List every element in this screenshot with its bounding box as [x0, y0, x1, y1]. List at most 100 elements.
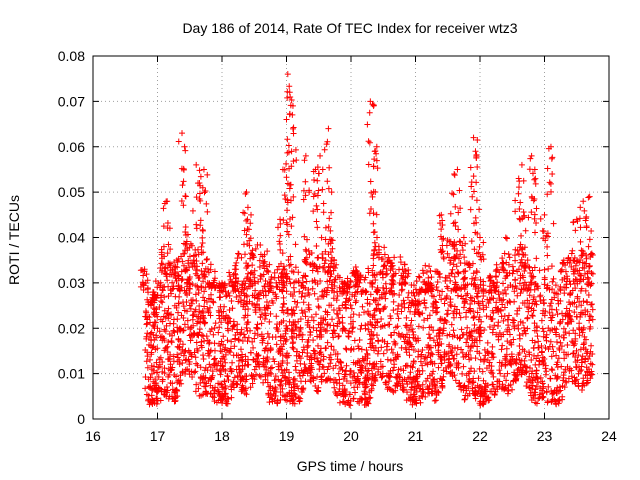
data-point	[225, 396, 232, 403]
data-point	[321, 146, 328, 153]
data-point	[586, 236, 593, 243]
data-point	[211, 390, 218, 397]
data-point	[276, 381, 283, 388]
data-point	[293, 157, 300, 164]
data-point	[263, 304, 270, 311]
data-point	[530, 344, 537, 351]
data-point	[544, 252, 551, 259]
data-point	[303, 278, 310, 285]
data-point	[576, 320, 583, 327]
data-point	[242, 358, 249, 365]
data-point	[208, 291, 215, 298]
data-point	[241, 251, 248, 258]
data-point	[572, 227, 579, 234]
data-point	[565, 375, 572, 382]
data-point	[439, 383, 446, 390]
data-point	[562, 366, 569, 373]
data-point	[370, 229, 377, 236]
data-point	[540, 296, 547, 303]
data-point	[522, 368, 529, 375]
data-point	[333, 310, 340, 317]
data-point	[367, 291, 374, 298]
data-point	[290, 130, 297, 137]
data-point	[542, 365, 549, 372]
data-point	[324, 339, 331, 346]
data-point	[471, 368, 478, 375]
data-point	[234, 372, 241, 379]
data-point	[381, 244, 388, 251]
data-point	[159, 299, 166, 306]
data-point	[370, 382, 377, 389]
data-point	[366, 300, 373, 307]
data-point	[192, 388, 199, 395]
data-point	[285, 149, 292, 156]
data-point	[498, 346, 505, 353]
data-point	[409, 328, 416, 335]
data-point	[281, 192, 288, 199]
data-point	[583, 298, 590, 305]
data-point	[502, 353, 509, 360]
data-point	[402, 363, 409, 370]
data-point	[579, 329, 586, 336]
data-point	[154, 284, 161, 291]
y-tick-label: 0.06	[58, 139, 85, 155]
data-point	[320, 209, 327, 216]
data-point	[189, 207, 196, 214]
data-point	[438, 226, 445, 233]
data-point	[553, 331, 560, 338]
data-point	[293, 348, 300, 355]
data-point	[385, 254, 392, 261]
data-point	[286, 83, 293, 90]
data-point	[586, 262, 593, 269]
data-point	[556, 333, 563, 340]
data-point	[489, 370, 496, 377]
data-point	[194, 266, 201, 273]
data-point	[254, 325, 261, 332]
data-point	[463, 339, 470, 346]
data-point	[200, 355, 207, 362]
data-point	[543, 389, 550, 396]
data-point	[195, 332, 202, 339]
data-point	[435, 271, 442, 278]
data-point	[349, 325, 356, 332]
data-point	[499, 342, 506, 349]
data-point	[388, 346, 395, 353]
data-point	[408, 317, 415, 324]
data-point	[449, 266, 456, 273]
data-point	[447, 296, 454, 303]
data-point	[383, 285, 390, 292]
data-point	[454, 292, 461, 299]
data-point	[250, 271, 257, 278]
data-point	[366, 109, 373, 116]
data-point	[391, 338, 398, 345]
data-point	[417, 358, 424, 365]
data-point	[474, 164, 481, 171]
data-point	[222, 351, 229, 358]
data-point	[234, 381, 241, 388]
x-axis-label: GPS time / hours	[297, 458, 404, 474]
data-point	[553, 290, 560, 297]
data-point	[565, 351, 572, 358]
data-point	[209, 298, 216, 305]
data-point	[301, 233, 308, 240]
data-point	[476, 337, 483, 344]
data-point	[182, 193, 189, 200]
data-point	[186, 264, 193, 271]
data-point	[419, 267, 426, 274]
data-point	[290, 284, 297, 291]
data-point	[484, 339, 491, 346]
data-point	[453, 310, 460, 317]
data-point	[537, 215, 544, 222]
data-point	[430, 368, 437, 375]
data-point	[382, 271, 389, 278]
data-point	[512, 359, 519, 366]
data-point	[489, 354, 496, 361]
data-point	[549, 367, 556, 374]
data-point	[231, 286, 238, 293]
data-point	[305, 289, 312, 296]
data-point	[274, 266, 281, 273]
data-point	[293, 357, 300, 364]
data-point	[449, 344, 456, 351]
data-point	[261, 315, 268, 322]
data-point	[258, 331, 265, 338]
